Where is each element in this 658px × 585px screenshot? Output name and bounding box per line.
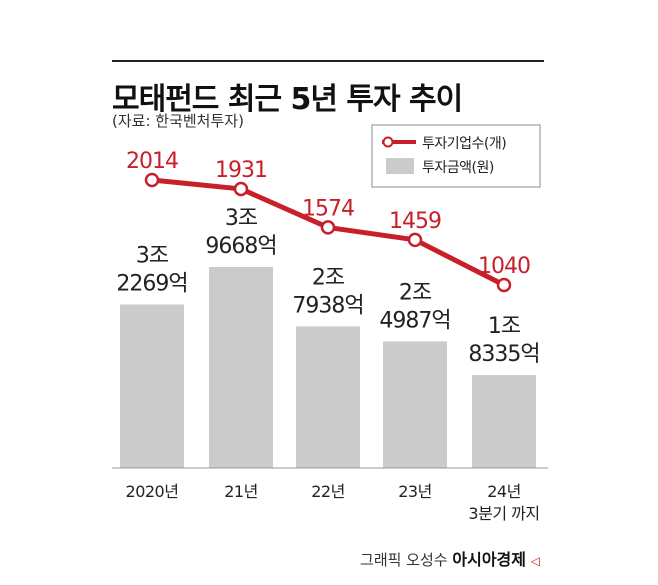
legend-label-company-count: 투자기업수(개): [422, 136, 506, 152]
bar-value-label-billion: 8335억: [468, 342, 539, 367]
x-tick-label: 24년: [487, 482, 521, 501]
bar-value-label-trillion: 3조: [225, 206, 258, 231]
bar-value-label-billion: 9668억: [205, 234, 276, 259]
bar-value-label-trillion: 3조: [136, 243, 169, 268]
brand-mark-icon: ◁: [530, 554, 540, 568]
bar-value-label-billion: 2269억: [116, 271, 187, 296]
chart-title: 모태펀드 최근 5년 투자 추이: [112, 82, 463, 117]
line-point-company-count: [144, 172, 160, 188]
line-value-label: 1459: [389, 209, 441, 234]
bar-investment-amount: [296, 326, 360, 468]
brand-logo: 아시아경제: [452, 550, 526, 569]
x-tick-label: 2020년: [126, 482, 179, 501]
x-tick-label: 23년: [398, 482, 432, 501]
source-note: (자료: 한국벤처투자): [112, 112, 244, 130]
line-point-company-count: [496, 277, 512, 293]
line-value-label: 1574: [302, 196, 354, 221]
credit-prefix: 그래픽 오성수: [360, 551, 448, 569]
line-point-company-count: [233, 181, 249, 197]
bar-value-label-billion: 4987억: [379, 308, 450, 333]
bar-investment-amount: [209, 267, 273, 468]
bar-value-label-trillion: 2조: [399, 280, 432, 305]
line-value-label: 1931: [215, 158, 267, 183]
credit: 그래픽 오성수 아시아경제 ◁: [360, 546, 540, 570]
line-value-label: 2014: [126, 149, 178, 174]
legend-label-investment-amount: 투자금액(원): [422, 160, 494, 176]
legend-box: [371, 124, 541, 188]
x-tick-label: 22년: [311, 482, 345, 501]
x-tick-label: 3분기 까지: [468, 504, 539, 523]
line-point-company-count: [407, 232, 423, 248]
legend-line-marker: [382, 136, 394, 148]
bar-investment-amount: [472, 375, 536, 468]
line-point-company-count: [320, 220, 336, 235]
bar-value-label-billion: 7938억: [292, 293, 363, 318]
line-value-label: 1040: [478, 254, 530, 279]
bar-investment-amount: [383, 341, 447, 468]
x-tick-label: 21년: [224, 482, 258, 501]
title-rule: [112, 60, 544, 62]
bar-investment-amount: [120, 304, 184, 468]
legend-bar-swatch: [386, 158, 414, 174]
bar-value-label-trillion: 1조: [488, 314, 521, 339]
bar-value-label-trillion: 2조: [312, 265, 345, 290]
